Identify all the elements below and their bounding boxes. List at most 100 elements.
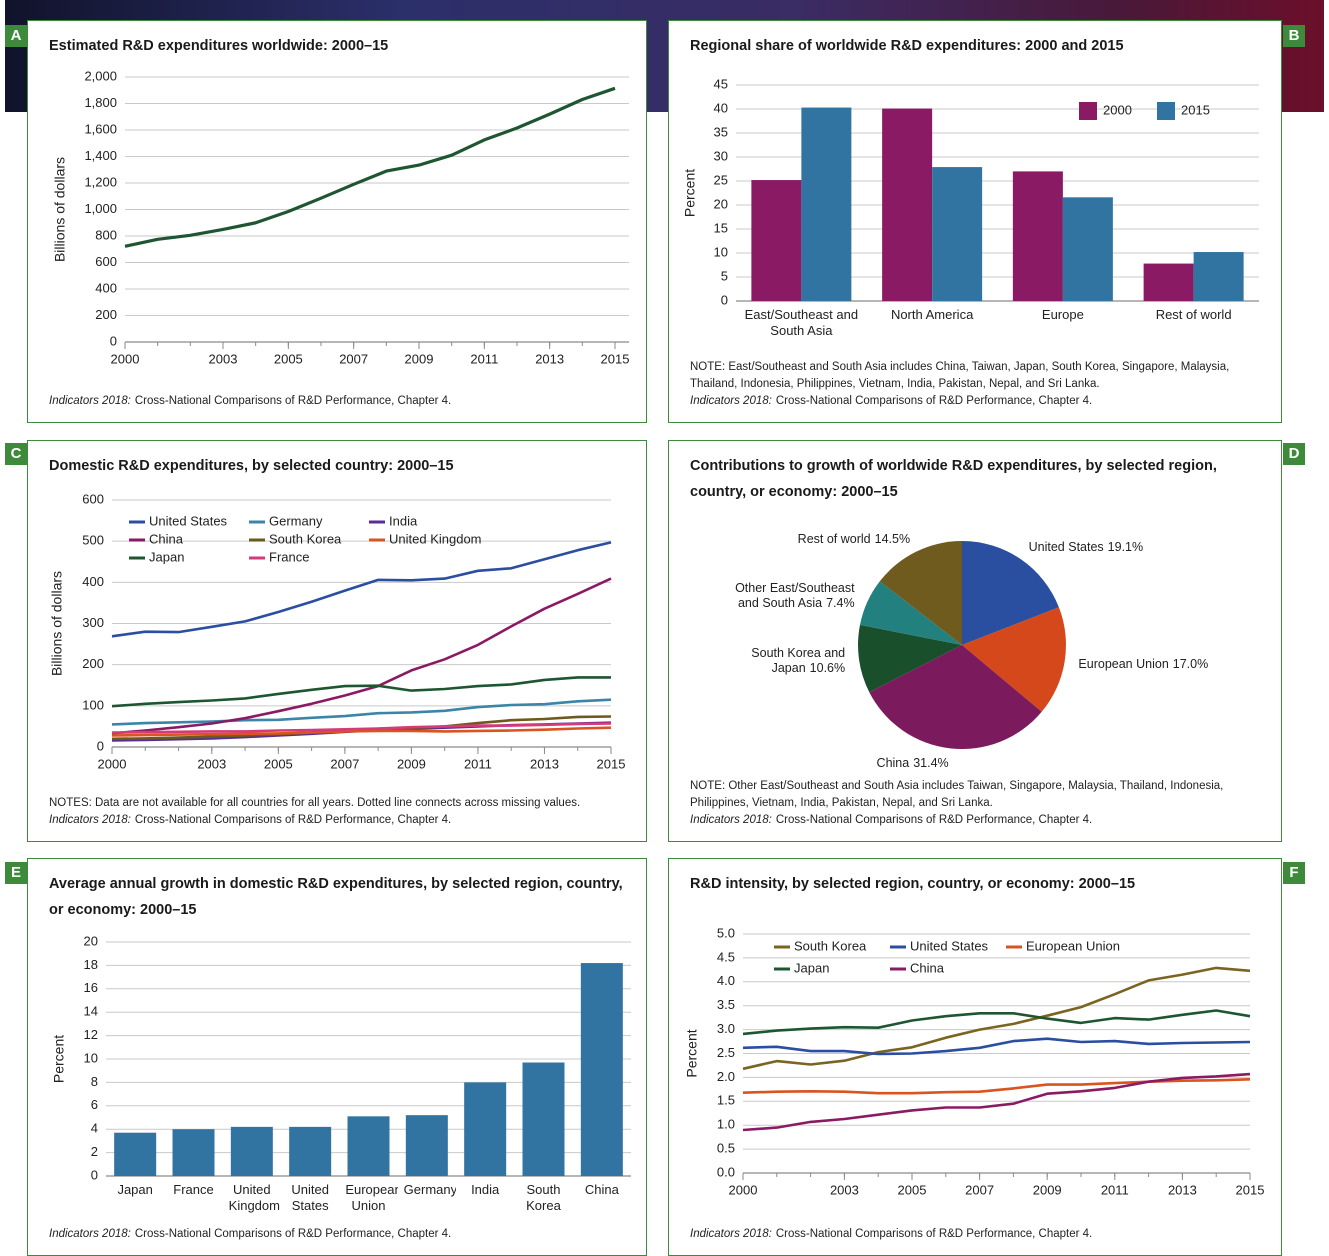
y-tick-label: 10 [714, 244, 728, 259]
footer: Indicators 2018: Cross-National Compariso… [690, 1226, 1251, 1243]
x-tick-label: European Union [345, 1182, 398, 1213]
y-axis-label: Percent [684, 1029, 700, 1077]
x-tick-label: 2007 [339, 351, 368, 366]
legend-label: 2000 [1103, 102, 1132, 117]
y-tick-label: 2.5 [717, 1045, 735, 1060]
x-tick-label: Rest of world [1155, 307, 1232, 322]
y-tick-label: 40 [714, 100, 728, 115]
y-tick-label: 400 [95, 280, 117, 295]
pie-label-name: Rest of world [797, 531, 871, 546]
pie-label-text: United States 19.1% [1029, 540, 1169, 555]
note: NOTE: East/Southeast and South Asia incl… [690, 361, 1230, 390]
pie-label-name: European Union [1078, 656, 1169, 671]
series-line [742, 966, 1251, 1071]
panel-letter: E [5, 862, 27, 884]
panel: 0 2 4 6 8 10 12 14 16 18 20 Percent Japan France Unite… [27, 858, 647, 1256]
y-tick-label: 0 [91, 1167, 98, 1182]
x-tick-label: 2011 [464, 756, 492, 771]
y-tick-label: 10 [84, 1050, 98, 1065]
x-tick-label: 2007 [965, 1182, 994, 1197]
bar [1012, 171, 1063, 301]
y-tick-label: 25 [714, 172, 728, 187]
chart-title: Estimated R&D expenditures worldwide: 20… [49, 38, 389, 54]
pie-label-box: European Union 17.0% [1078, 644, 1218, 684]
legend-label: Japan [149, 549, 184, 564]
pie-label-box: Other East/Southeast and South Asia 7.4% [715, 581, 855, 611]
series-line [111, 577, 612, 735]
panel-letter: F [1283, 862, 1305, 884]
x-label-box: Japan [117, 1182, 152, 1197]
y-tick-label: 200 [95, 307, 117, 322]
series-line [111, 676, 611, 708]
legend-swatch [369, 538, 385, 542]
pie-label-text: China 31.4% [809, 756, 949, 771]
bar [405, 1115, 448, 1176]
pie-label-value: 14.5% [874, 531, 911, 546]
x-tick-label: 2013 [535, 351, 564, 366]
y-tick-label: 800 [95, 227, 117, 242]
x-tick-label: 2000 [111, 351, 140, 366]
y-tick-label: 3.5 [717, 997, 735, 1012]
pie-slice [962, 607, 1066, 712]
y-tick-label: 1,200 [84, 174, 117, 189]
x-tick-label: 2003 [197, 756, 226, 771]
legend-swatch [774, 945, 790, 949]
chart: United States 19.1% European Union 17.0% Chi… [715, 519, 1218, 771]
source-text: Cross-National Comparisons of R&D Perfor… [134, 1228, 452, 1240]
panel: 0 200 400 600 800 1,000 1,200 1,400 1,600 1,800 2,… [27, 20, 647, 423]
y-tick-label: 1,000 [84, 201, 117, 216]
pie-label-name: South Korea and Japan [751, 646, 846, 676]
y-tick-label: 8 [91, 1074, 98, 1089]
y-tick-label: 45 [714, 76, 728, 91]
x-label-box: Rest of world [1155, 307, 1232, 322]
y-tick-label: 600 [95, 254, 117, 269]
source-publication: Indicators 2018: [690, 814, 772, 826]
y-tick-label: 500 [82, 533, 104, 548]
legend-label: United States [910, 938, 989, 953]
pie-slice [869, 645, 1042, 750]
y-tick-label: 30 [714, 148, 728, 163]
bar [522, 1062, 565, 1176]
x-tick-label: 2011 [1101, 1182, 1129, 1197]
source: Indicators 2018: Cross-National Compariso… [49, 1226, 616, 1243]
x-tick-label: 2005 [274, 351, 303, 366]
x-tick-label: Germany [403, 1182, 456, 1197]
legend-label: European Union [1026, 938, 1120, 953]
bar [347, 1116, 390, 1176]
legend-swatch [1157, 102, 1175, 120]
y-tick-label: 400 [82, 574, 104, 589]
y-tick-label: 1,400 [84, 148, 117, 163]
pie-label: Rest of world 14.5% [770, 519, 910, 559]
x-tick-label: 2005 [898, 1182, 927, 1197]
chart-title: Domestic R&D expenditures, by selected c… [49, 458, 454, 474]
x-tick-label: 2011 [470, 351, 498, 366]
legend-label: South Korea [269, 531, 342, 546]
y-tick-label: 4.0 [717, 973, 735, 988]
legend-swatch [129, 538, 145, 542]
x-tick-label: 2015 [597, 756, 626, 771]
pie-label-text: European Union 17.0% [1078, 657, 1218, 672]
legend-label: China [910, 960, 945, 975]
bar [1143, 263, 1194, 301]
series-line [124, 86, 616, 248]
y-tick-label: 5.0 [717, 925, 735, 940]
y-tick-label: 1,600 [84, 121, 117, 136]
source: Indicators 2018: Cross-National Compariso… [690, 1226, 1251, 1243]
y-tick-label: 200 [82, 656, 104, 671]
y-tick-label: 5 [721, 268, 728, 283]
x-tick-label: 2000 [98, 756, 127, 771]
x-tick-label: South Korea [526, 1182, 561, 1213]
pie-label-box: Rest of world 14.5% [770, 519, 910, 559]
legend-label: 2015 [1181, 102, 1210, 117]
source-text: Cross-National Comparisons of R&D Perfor… [775, 395, 1093, 407]
bar [289, 1126, 332, 1176]
bar [932, 167, 983, 301]
bar [580, 963, 623, 1176]
panel-letter: D [1283, 443, 1305, 465]
pie-label-text: Other East/Southeast and South Asia 7.4% [715, 581, 855, 611]
y-tick-label: 0.5 [717, 1141, 735, 1156]
pie-label: European Union 17.0% [1078, 644, 1218, 684]
panel: 0 100 200 300 400 500 600 Billions of dollars 20… [27, 440, 647, 842]
x-tick-label: 2013 [1168, 1182, 1197, 1197]
panel-letter: B [1283, 25, 1305, 47]
